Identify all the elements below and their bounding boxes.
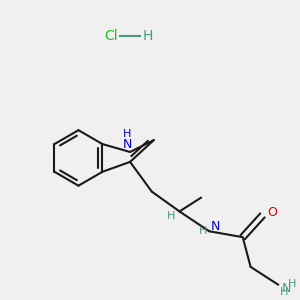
Text: Cl: Cl xyxy=(104,29,118,43)
Text: H: H xyxy=(123,129,131,139)
Text: H: H xyxy=(288,279,296,289)
Text: O: O xyxy=(267,206,277,219)
Text: N: N xyxy=(282,282,292,295)
Text: H: H xyxy=(143,29,153,43)
Text: H: H xyxy=(280,286,289,297)
Text: H: H xyxy=(167,211,176,221)
Text: N: N xyxy=(122,138,132,151)
Text: N: N xyxy=(211,220,220,233)
Text: H: H xyxy=(199,226,207,236)
